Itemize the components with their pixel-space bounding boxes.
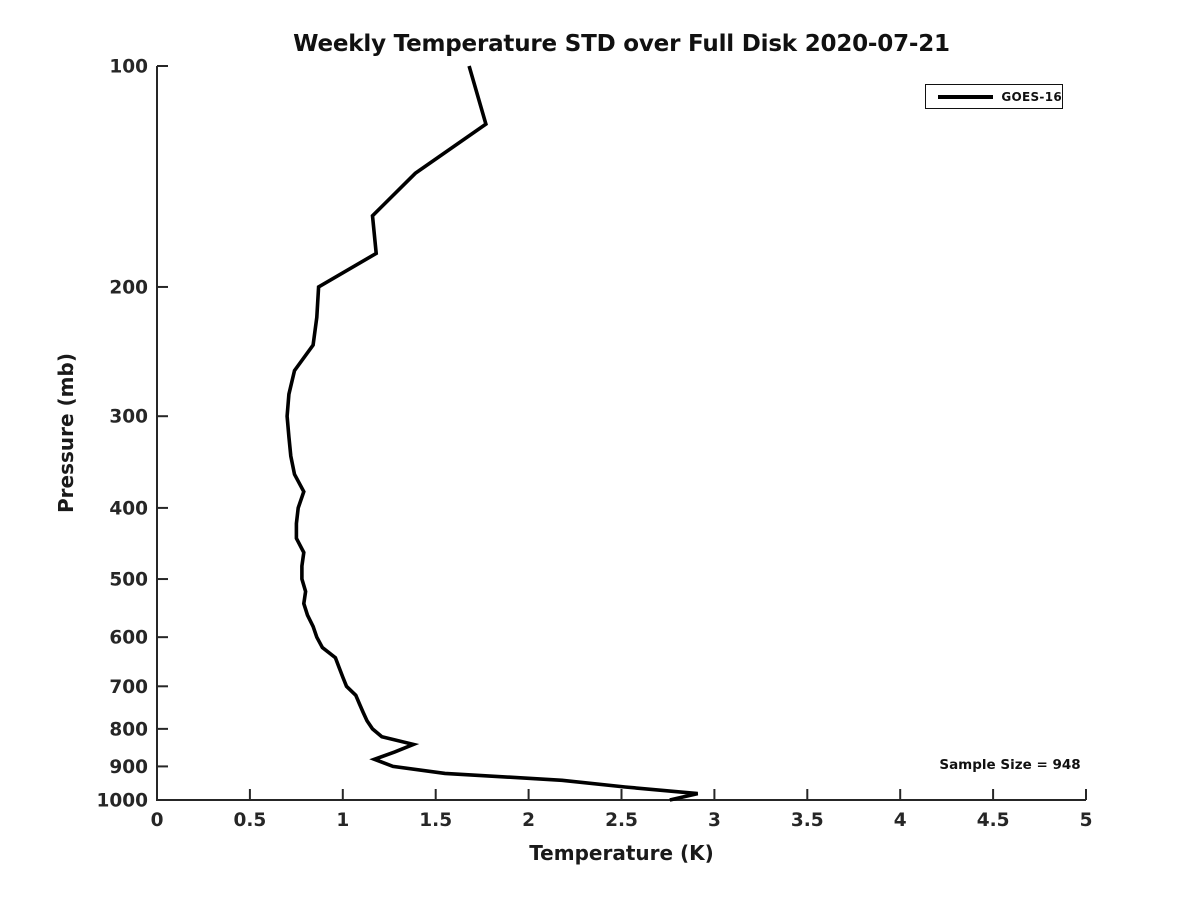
y-tick-label: 100: [109, 57, 148, 78]
y-tick-label: 200: [109, 277, 148, 298]
legend-label: GOES-16: [1001, 89, 1062, 104]
x-tick-label: 1: [336, 810, 349, 831]
goes-16-profile-line: [285, 65, 699, 802]
x-tick-label: 4.5: [977, 810, 1010, 831]
x-axis-label: Temperature (K): [529, 841, 714, 865]
x-tick-label: 0.5: [234, 810, 267, 831]
y-tick-label: 500: [109, 570, 148, 591]
x-tick-label: 3: [708, 810, 721, 831]
y-tick-label: 700: [109, 677, 148, 698]
x-tick-label: 1.5: [419, 810, 452, 831]
y-tick-label: 600: [109, 628, 148, 649]
y-tick-label: 300: [109, 407, 148, 428]
y-tick-label: 1000: [97, 791, 149, 812]
y-axis-label: Pressure (mb): [54, 353, 78, 513]
chart-title: Weekly Temperature STD over Full Disk 20…: [293, 31, 950, 57]
x-tick-label: 4: [894, 810, 907, 831]
y-tick-label: 400: [109, 498, 148, 519]
x-tick-label: 2.5: [605, 810, 638, 831]
x-tick-label: 2: [522, 810, 535, 831]
sample-size-annotation: Sample Size = 948: [939, 757, 1081, 773]
y-tick-label: 900: [109, 757, 148, 778]
x-tick-label: 0: [151, 810, 164, 831]
y-tick-label: 800: [109, 719, 148, 740]
x-tick-label: 3.5: [791, 810, 824, 831]
axes-spine: [156, 66, 1086, 801]
legend: GOES-16: [925, 84, 1063, 109]
x-tick-label: 5: [1080, 810, 1093, 831]
legend-line-sample-icon: [938, 94, 994, 99]
